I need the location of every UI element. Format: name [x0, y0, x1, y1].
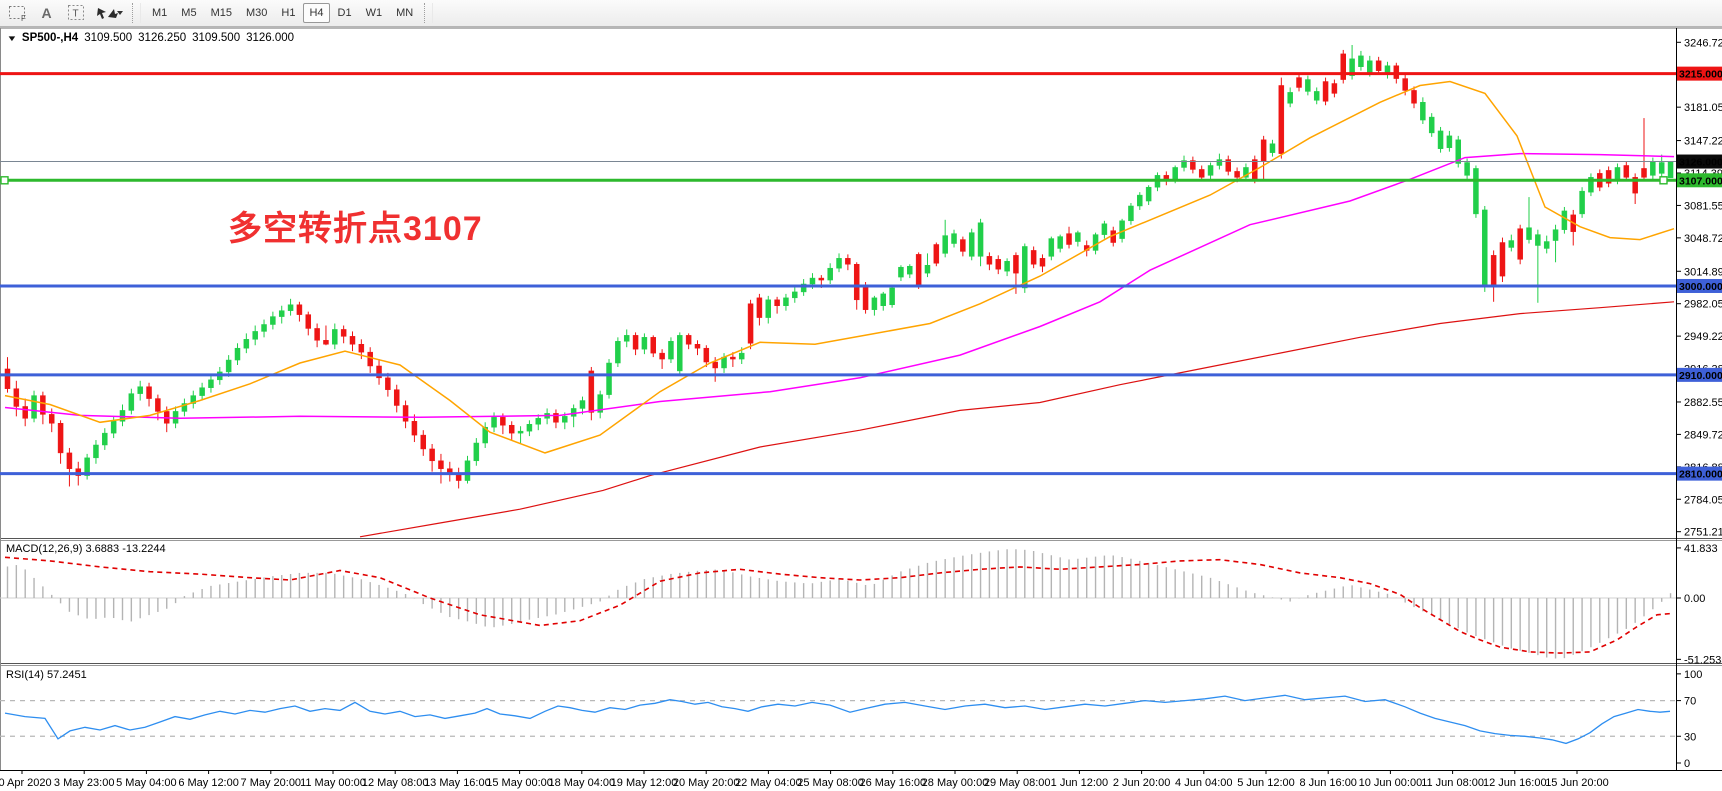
- time-label: 8 Jun 16:00: [1299, 777, 1357, 789]
- svg-text:2810.000: 2810.000: [1679, 469, 1722, 481]
- time-label: 2 Jun 20:00: [1113, 777, 1171, 789]
- price-axis: 3246.7253213.8903181.0553147.2253114.390…: [1676, 37, 1722, 539]
- time-label: 6 May 12:00: [178, 777, 239, 789]
- high-value: 3126.250: [138, 32, 187, 44]
- rsi-panel[interactable]: 100 70 30 0: [0, 669, 1702, 770]
- time-label: 4 Jun 04:00: [1175, 777, 1233, 789]
- time-label: 26 May 16:00: [859, 777, 926, 789]
- timeframe-mn[interactable]: MN: [390, 3, 419, 23]
- collapse-arrow-icon[interactable]: ▼: [6, 33, 18, 43]
- time-label: 30 Apr 2020: [0, 777, 52, 789]
- time-label: 28 May 00:00: [922, 777, 989, 789]
- svg-text:30: 30: [1684, 731, 1696, 743]
- timeframe-h1[interactable]: H1: [275, 3, 301, 23]
- timeframe-h4[interactable]: H4: [303, 3, 330, 23]
- rsi-label: RSI(14) 57.2451: [6, 669, 87, 681]
- svg-text:T: T: [72, 9, 78, 20]
- time-label: 5 May 04:00: [116, 777, 177, 789]
- toolbar: F A T M1 M5 M15 M30 H1 H4 D1 W1 MN: [0, 0, 1722, 27]
- svg-text:3081.555: 3081.555: [1684, 200, 1722, 212]
- time-label: 29 May 08:00: [984, 777, 1051, 789]
- text-label-icon[interactable]: T: [61, 1, 90, 25]
- svg-text:100: 100: [1684, 669, 1702, 681]
- time-label: 3 May 23:00: [54, 777, 115, 789]
- time-label: 7 May 20:00: [241, 777, 302, 789]
- time-label: 12 May 08:00: [362, 777, 429, 789]
- svg-text:2882.555: 2882.555: [1684, 397, 1722, 409]
- time-label: 15 May 00:00: [486, 777, 553, 789]
- time-label: 19 May 12:00: [611, 777, 678, 789]
- main-chart-panel[interactable]: 3246.7253213.8903181.0553147.2253114.390…: [0, 37, 1722, 539]
- svg-text:3048.720: 3048.720: [1684, 233, 1722, 245]
- svg-text:2849.720: 2849.720: [1684, 429, 1722, 441]
- candlesticks: [4, 44, 1674, 489]
- macd-histogram: [6, 549, 1672, 659]
- toolbar-grip: [132, 3, 141, 23]
- panel-frames: [0, 27, 1722, 771]
- svg-text:3181.055: 3181.055: [1684, 102, 1722, 114]
- text-tool-icon[interactable]: A: [41, 5, 52, 21]
- svg-text:3126.000: 3126.000: [1679, 157, 1722, 169]
- timeframe-group: M1 M5 M15 M30 H1 H4 D1 W1 MN: [145, 3, 420, 23]
- time-label: 22 May 04:00: [735, 777, 802, 789]
- svg-text:3014.890: 3014.890: [1684, 266, 1722, 278]
- moving-averages: [4, 80, 1675, 538]
- timeframe-m5[interactable]: M5: [175, 3, 202, 23]
- macd-label: MACD(12,26,9) 3.6883 -13.2244: [6, 543, 166, 555]
- open-value: 3109.500: [84, 32, 133, 44]
- time-label: 12 Jun 16:00: [1483, 777, 1547, 789]
- toolbar-grip-2: [424, 3, 434, 23]
- annotation-text[interactable]: 多空转折点3107: [228, 210, 483, 248]
- timeframe-m30[interactable]: M30: [240, 3, 273, 23]
- chart-shift-icon[interactable]: F: [3, 1, 32, 25]
- svg-text:2910.000: 2910.000: [1679, 370, 1722, 382]
- time-label: 18 May 04:00: [548, 777, 615, 789]
- svg-text:2784.050: 2784.050: [1684, 494, 1722, 506]
- timeframe-m1[interactable]: M1: [146, 3, 173, 23]
- svg-text:-51.2535: -51.2535: [1684, 654, 1722, 666]
- close-value: 3126.000: [246, 32, 295, 44]
- symbol-timeframe: SP500-,H4: [21, 32, 79, 44]
- chart-ohlc-header: ▼ SP500-,H4 3109.500 3126.250 3109.500 3…: [6, 32, 295, 44]
- time-label: 25 May 08:00: [797, 777, 864, 789]
- arrows-tool-icon[interactable]: [90, 1, 128, 25]
- time-label: 20 May 20:00: [673, 777, 740, 789]
- low-value: 3109.500: [192, 32, 241, 44]
- svg-text:2949.220: 2949.220: [1684, 331, 1722, 343]
- timeframe-m15[interactable]: M15: [205, 3, 238, 23]
- svg-text:0.00: 0.00: [1684, 593, 1705, 605]
- time-label: 11 Jun 08:00: [1421, 777, 1484, 789]
- time-label: 5 Jun 12:00: [1237, 777, 1295, 789]
- svg-text:3147.225: 3147.225: [1684, 136, 1722, 148]
- timeframe-d1[interactable]: D1: [332, 3, 358, 23]
- svg-text:0: 0: [1684, 758, 1690, 770]
- svg-text:3215.000: 3215.000: [1679, 69, 1722, 81]
- svg-text:2982.055: 2982.055: [1684, 299, 1722, 311]
- svg-text:3000.000: 3000.000: [1679, 281, 1722, 293]
- svg-text:3246.725: 3246.725: [1684, 37, 1722, 49]
- time-label: 11 May 00:00: [300, 777, 366, 789]
- svg-text:F: F: [21, 14, 26, 22]
- macd-signal-line: [4, 556, 1671, 654]
- svg-text:2751.215: 2751.215: [1684, 527, 1722, 539]
- svg-text:3107.000: 3107.000: [1679, 175, 1722, 187]
- rsi-line: [4, 694, 1671, 745]
- time-label: 10 Jun 00:00: [1359, 777, 1423, 789]
- svg-text:70: 70: [1684, 696, 1696, 708]
- macd-axis: 41.833 0.00 -51.2535: [1676, 543, 1722, 666]
- svg-text:41.833: 41.833: [1684, 543, 1718, 555]
- time-label: 1 Jun 12:00: [1051, 777, 1109, 789]
- rsi-axis: 100 70 30 0: [1676, 669, 1702, 770]
- horizontal-levels[interactable]: [0, 72, 1676, 476]
- timeframe-w1[interactable]: W1: [360, 3, 389, 23]
- time-label: 13 May 16:00: [424, 777, 491, 789]
- macd-panel[interactable]: 41.833 0.00 -51.2535: [0, 543, 1722, 666]
- time-label: 15 Jun 20:00: [1545, 777, 1609, 789]
